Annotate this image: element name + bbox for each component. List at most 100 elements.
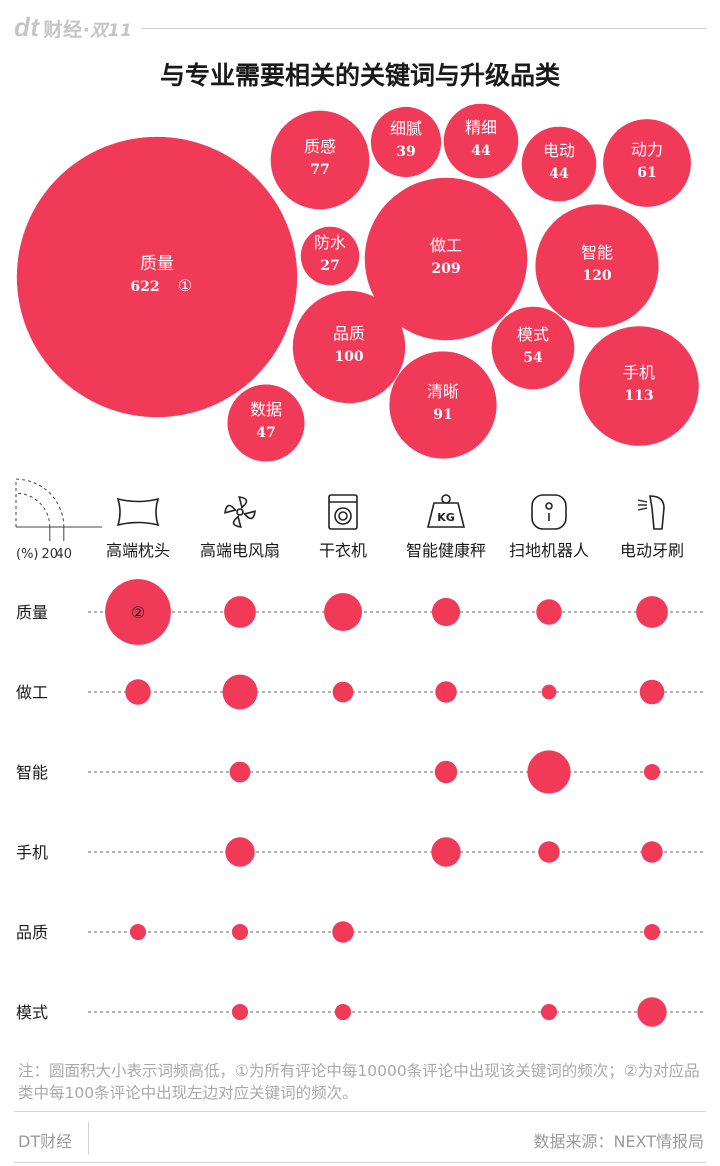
scatter-point (224, 596, 256, 628)
fan-icon (224, 496, 256, 528)
robot-vacuum-icon (531, 494, 567, 530)
toothbrush-handle (649, 495, 665, 530)
scatter-point (125, 679, 151, 705)
row-keyword: 做工 (16, 683, 48, 702)
bubble-value: 44 (471, 143, 491, 159)
bubble-label: 防水 (314, 233, 346, 252)
bubble-2: 细腻 39 (370, 106, 442, 178)
bubble-11: 手机 113 (579, 326, 699, 446)
scatter-point (332, 921, 354, 943)
bubble-label: 做工 (430, 236, 462, 255)
category-label: 高端枕头 (106, 541, 170, 560)
row-2: 智能 (16, 750, 706, 794)
scale-handle (441, 494, 451, 504)
robot-sensor (545, 502, 553, 510)
pillow-icon (116, 497, 160, 527)
bubble-circle (521, 126, 597, 202)
robot-body (531, 494, 567, 530)
scale-body (426, 502, 466, 528)
scatter-point (536, 599, 562, 625)
scatter-point (225, 837, 255, 867)
scale-text: KG (437, 511, 455, 524)
chart-canvas: 质量 622 ① 质感 77 细腻 39 精细 44 电动 44 动力 61 防水 27 做工 209 智能 120… (15, 103, 706, 1027)
row-keyword: 质量 (16, 603, 48, 622)
chart-title: 与专业需要相关的关键词与升级品类 (159, 61, 560, 90)
row-3: 手机 (16, 837, 706, 867)
bubble-value: 120 (582, 268, 611, 284)
scatter-point (434, 760, 458, 784)
bubble-6: 防水 27 (300, 226, 360, 286)
row-5: 模式 (16, 997, 706, 1027)
bubble-value: 77 (310, 162, 329, 178)
bubble-value: 44 (549, 166, 569, 182)
bubble-value: 47 (256, 425, 275, 441)
bubble-label: 电动 (543, 141, 575, 160)
bubble-circle (227, 384, 305, 462)
bubble-12: 清晰 91 (389, 351, 497, 459)
bubble-circle (603, 119, 691, 207)
scatter-point (636, 596, 668, 628)
category-label: 扫地机器人 (509, 541, 589, 560)
category-1: 高端电风扇 (200, 496, 280, 560)
scatter-point (129, 923, 147, 941)
bubble-label: 品质 (333, 324, 365, 343)
bubble-value: 622 (130, 279, 159, 295)
scatter-point (527, 750, 571, 794)
fan-blade (232, 515, 242, 528)
fan-blade (238, 496, 248, 509)
bubble-value: 209 (431, 261, 460, 277)
bubble-circle (292, 290, 406, 404)
legend-arc (15, 492, 51, 528)
bubble-circle (370, 106, 442, 178)
footer-divider (88, 1122, 89, 1154)
toothbrush-bristle (637, 499, 648, 503)
category-3: KG 智能健康秤 (406, 494, 486, 560)
bubble-label: 模式 (517, 325, 549, 344)
fan-blade (243, 510, 256, 520)
footnote: 注：圆面积大小表示词频高低，①为所有评论中每10000条评论中出现该关键词的频次… (18, 1062, 700, 1102)
footer-rule (14, 1111, 706, 1112)
bubble-circle (491, 306, 575, 390)
scatter-point (435, 681, 457, 703)
scatter-point (540, 1003, 558, 1021)
dryer-body (328, 494, 358, 530)
category-5: 电动牙刷 (620, 495, 684, 560)
pillow-shape (116, 497, 160, 527)
bubble-label: 精细 (465, 118, 497, 137)
legend-unit: (%) (16, 547, 39, 562)
legend-tick-label: 40 (56, 547, 73, 562)
row-0: 质量 ② (16, 579, 706, 645)
bubble-4: 电动 44 (521, 126, 597, 202)
row-keyword: 品质 (16, 923, 48, 942)
scatter-marker: ② (131, 603, 145, 622)
bubble-value: 61 (637, 165, 656, 181)
bubble-marker: ① (178, 276, 192, 295)
bubble-9: 品质 100 (292, 290, 406, 404)
dryer-icon (328, 494, 358, 530)
bubble-label: 动力 (631, 140, 663, 159)
bubble-circle (300, 226, 360, 286)
row-4: 品质 (16, 921, 706, 943)
bubble-label: 数据 (250, 400, 282, 419)
bubble-8: 智能 120 (535, 204, 659, 328)
bubble-value: 91 (433, 407, 452, 423)
bubble-value: 54 (523, 350, 543, 366)
bubble-circle (270, 110, 370, 210)
bubble-circle (535, 204, 659, 328)
bubble-label: 手机 (623, 363, 655, 382)
header-rule (142, 28, 706, 29)
bottom-rule (14, 1162, 706, 1163)
scatter-point (105, 579, 171, 645)
bubble-7: 做工 209 (364, 177, 528, 341)
bubble-circle (16, 136, 298, 418)
legend-tick-label: 20 (42, 547, 59, 562)
footer-brand: DT财经 (18, 1132, 73, 1151)
brand-separator: · (82, 19, 91, 41)
category-label: 智能健康秤 (406, 541, 486, 560)
brand-mark: dt (14, 12, 40, 42)
bubble-label: 质量 (140, 254, 174, 274)
scatter-point (334, 1003, 352, 1021)
bubble-value: 113 (624, 388, 653, 404)
scatter-point (332, 681, 354, 703)
